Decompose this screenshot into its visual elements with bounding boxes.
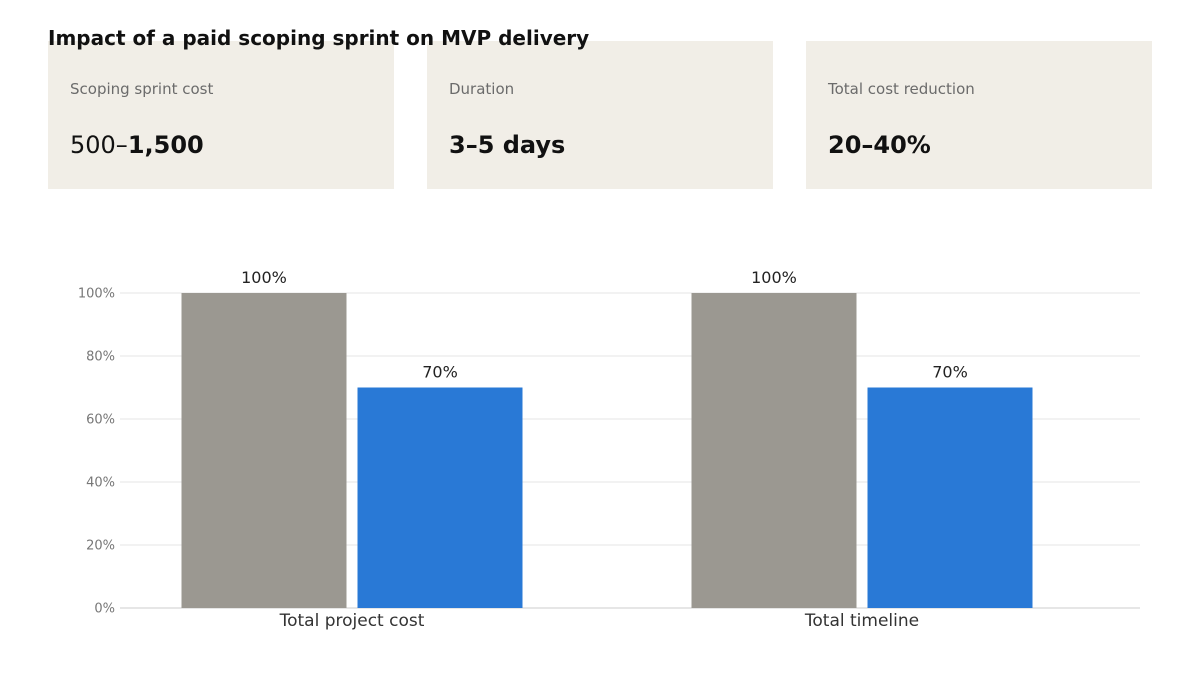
card-value: 500–1,500 [70, 131, 204, 159]
bar [691, 293, 857, 608]
card-value: 20–40% [828, 131, 931, 159]
y-tick-label: 60% [86, 413, 115, 428]
card-value-bold: 1,500 [127, 131, 204, 159]
card-cost-reduction: Total cost reduction 20–40% [806, 41, 1152, 189]
y-tick-label: 100% [78, 287, 115, 302]
card-sprint-cost: Scoping sprint cost 500–1,500 [48, 41, 394, 189]
bar [357, 387, 523, 608]
card-label: Total cost reduction [828, 80, 975, 98]
y-tick-label: 20% [86, 539, 115, 554]
card-duration: Duration 3–5 days [427, 41, 773, 189]
bar-data-label: 100% [751, 268, 797, 287]
card-value: 3–5 days [449, 131, 565, 159]
bar-data-label: 70% [422, 363, 458, 382]
y-tick-label: 0% [94, 602, 115, 617]
card-label: Scoping sprint cost [70, 80, 214, 98]
card-value-bold: 3–5 days [449, 131, 566, 159]
bar [867, 387, 1033, 608]
card-label: Duration [449, 80, 515, 98]
card-value-bold: 20–40% [828, 131, 931, 159]
x-tick-label: Total project cost [279, 611, 425, 631]
bar-data-label: 70% [932, 363, 968, 382]
y-tick-label: 80% [86, 350, 115, 365]
y-tick-label: 40% [86, 476, 115, 491]
bar-data-label: 100% [241, 268, 287, 287]
page-title: Impact of a paid scoping sprint on MVP d… [48, 26, 590, 50]
x-tick-label: Total timeline [804, 611, 919, 631]
bar [181, 293, 347, 608]
card-value-light: 500– [70, 131, 128, 159]
